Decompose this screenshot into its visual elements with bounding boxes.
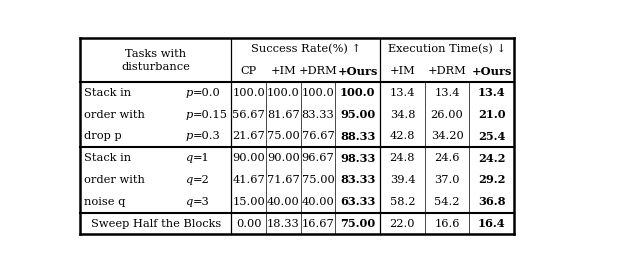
Text: q: q (186, 153, 193, 163)
Text: Tasks with
disturbance: Tasks with disturbance (121, 49, 190, 72)
Text: p: p (186, 88, 193, 98)
Text: 83.33: 83.33 (340, 174, 376, 185)
Text: +DRM: +DRM (428, 66, 467, 76)
Text: 90.00: 90.00 (232, 153, 265, 163)
Text: 40.00: 40.00 (301, 197, 335, 207)
Text: 100.0: 100.0 (232, 88, 265, 98)
Text: 40.00: 40.00 (267, 197, 300, 207)
Text: 56.67: 56.67 (232, 110, 265, 120)
Text: 75.00: 75.00 (301, 175, 335, 185)
Text: q: q (186, 175, 193, 185)
Text: 75.00: 75.00 (267, 131, 300, 142)
Text: 37.0: 37.0 (435, 175, 460, 185)
Text: drop p: drop p (84, 131, 122, 142)
Text: =0.0: =0.0 (193, 88, 221, 98)
Text: 22.0: 22.0 (390, 218, 415, 229)
Text: 16.4: 16.4 (478, 218, 506, 229)
Text: 88.33: 88.33 (340, 131, 376, 142)
Text: 25.4: 25.4 (478, 131, 506, 142)
Text: 42.8: 42.8 (390, 131, 415, 142)
Text: 18.33: 18.33 (267, 218, 300, 229)
Text: =1: =1 (193, 153, 210, 163)
Text: 96.67: 96.67 (301, 153, 335, 163)
Text: noise q: noise q (84, 197, 125, 207)
Text: Sweep Half the Blocks: Sweep Half the Blocks (90, 218, 221, 229)
Text: 100.0: 100.0 (340, 87, 376, 98)
Text: +IM: +IM (390, 66, 415, 76)
Text: 24.6: 24.6 (435, 153, 460, 163)
Text: 13.4: 13.4 (390, 88, 415, 98)
Text: p: p (186, 131, 193, 142)
Text: 0.00: 0.00 (236, 218, 261, 229)
Text: 34.20: 34.20 (431, 131, 463, 142)
Text: 71.67: 71.67 (267, 175, 300, 185)
Text: 16.6: 16.6 (435, 218, 460, 229)
Text: +Ours: +Ours (472, 65, 512, 77)
Text: Success Rate(%) ↑: Success Rate(%) ↑ (251, 44, 361, 54)
Text: Execution Time(s) ↓: Execution Time(s) ↓ (388, 44, 506, 54)
Text: p: p (186, 110, 193, 120)
Text: 63.33: 63.33 (340, 196, 376, 207)
Text: +DRM: +DRM (299, 66, 337, 76)
Text: 29.2: 29.2 (478, 174, 506, 185)
Text: 95.00: 95.00 (340, 109, 376, 120)
Text: 90.00: 90.00 (267, 153, 300, 163)
Text: Stack in: Stack in (84, 88, 131, 98)
Text: =0.15: =0.15 (193, 110, 228, 120)
Text: 100.0: 100.0 (301, 88, 335, 98)
Text: 15.00: 15.00 (232, 197, 265, 207)
Text: 34.8: 34.8 (390, 110, 415, 120)
Text: =2: =2 (193, 175, 210, 185)
Text: Stack in: Stack in (84, 153, 131, 163)
Text: 21.0: 21.0 (478, 109, 506, 120)
Text: 41.67: 41.67 (232, 175, 265, 185)
Text: =3: =3 (193, 197, 210, 207)
Text: 13.4: 13.4 (478, 87, 506, 98)
Text: +IM: +IM (271, 66, 296, 76)
Text: 13.4: 13.4 (435, 88, 460, 98)
Text: CP: CP (241, 66, 257, 76)
Text: 26.00: 26.00 (431, 110, 463, 120)
Text: 100.0: 100.0 (267, 88, 300, 98)
Text: 75.00: 75.00 (340, 218, 376, 229)
Text: q: q (186, 197, 193, 207)
Text: 83.33: 83.33 (301, 110, 335, 120)
Text: 98.33: 98.33 (340, 153, 376, 164)
Text: 39.4: 39.4 (390, 175, 415, 185)
Text: 36.8: 36.8 (478, 196, 506, 207)
Text: 24.8: 24.8 (390, 153, 415, 163)
Text: 21.67: 21.67 (232, 131, 265, 142)
Text: +Ours: +Ours (337, 65, 378, 77)
Text: =0.3: =0.3 (193, 131, 221, 142)
Text: 54.2: 54.2 (435, 197, 460, 207)
Text: order with: order with (84, 110, 145, 120)
Text: 76.67: 76.67 (301, 131, 335, 142)
Text: order with: order with (84, 175, 145, 185)
Text: 58.2: 58.2 (390, 197, 415, 207)
Text: 24.2: 24.2 (478, 153, 506, 164)
Text: 81.67: 81.67 (267, 110, 300, 120)
Text: 16.67: 16.67 (301, 218, 335, 229)
